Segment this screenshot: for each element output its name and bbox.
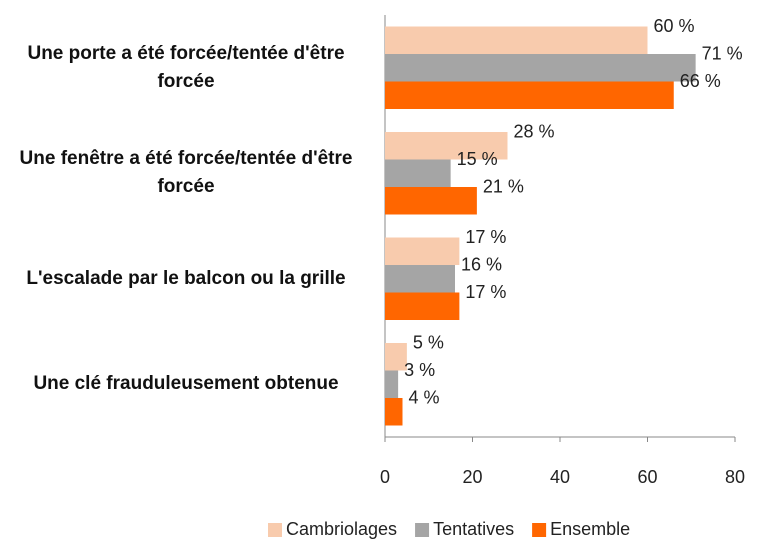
category-label: L'escalade par le balcon ou la grille xyxy=(26,267,346,289)
bar xyxy=(385,159,451,187)
value-label: 17 % xyxy=(465,282,506,302)
legend-swatch xyxy=(268,523,282,537)
x-tick-label: 40 xyxy=(550,467,570,487)
bar xyxy=(385,398,403,426)
value-label: 71 % xyxy=(702,44,743,64)
value-label: 21 % xyxy=(483,177,524,197)
bar xyxy=(385,187,477,215)
bar xyxy=(385,54,696,82)
value-label: 3 % xyxy=(404,360,435,380)
bar xyxy=(385,132,508,160)
x-tick-label: 60 xyxy=(637,467,657,487)
bar xyxy=(385,81,674,109)
bar xyxy=(385,237,460,265)
bar xyxy=(385,343,407,371)
legend-label: Cambriolages xyxy=(286,519,397,539)
value-label: 5 % xyxy=(413,333,444,353)
legend-label: Ensemble xyxy=(550,519,630,539)
category-label: Une fenêtre a été forcée/tentée d'être f… xyxy=(19,148,353,198)
bar xyxy=(385,292,460,320)
legend-swatch xyxy=(532,523,547,537)
legend-label: Tentatives xyxy=(433,519,514,539)
value-label: 17 % xyxy=(465,227,506,247)
value-label: 15 % xyxy=(457,149,498,169)
category-label: Une clé frauduleusement obtenue xyxy=(33,373,339,395)
bar xyxy=(385,26,648,54)
value-label: 66 % xyxy=(680,71,721,91)
legend-swatch xyxy=(415,523,430,537)
value-label: 28 % xyxy=(514,122,555,142)
bar xyxy=(385,265,455,293)
value-label: 16 % xyxy=(461,255,502,275)
value-label: 4 % xyxy=(409,388,440,408)
x-tick-label: 0 xyxy=(380,467,390,487)
category-label: Une porte a été forcée/tentée d'être for… xyxy=(27,42,345,92)
bar xyxy=(385,370,399,398)
x-tick-label: 80 xyxy=(725,467,745,487)
value-label: 60 % xyxy=(654,16,695,36)
x-tick-label: 20 xyxy=(462,467,482,487)
